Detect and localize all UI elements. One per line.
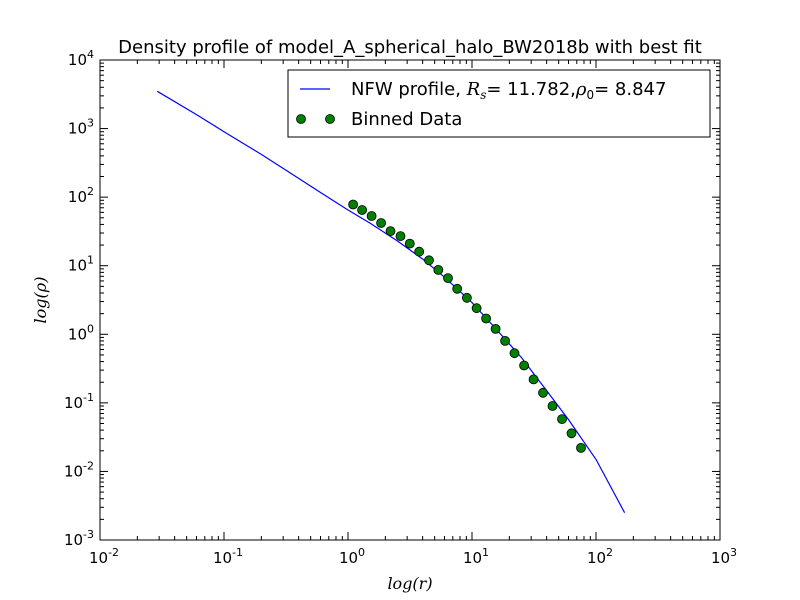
legend-marker-swatch: [296, 114, 306, 124]
tick-label: 102: [68, 185, 94, 206]
data-point-binned: [461, 292, 472, 303]
data-point-binned: [348, 199, 359, 210]
data-point-binned: [509, 348, 520, 359]
axes-frame: [99, 59, 721, 541]
data-point-binned: [471, 303, 482, 314]
tick-label: 101: [68, 254, 94, 275]
data-point-binned: [414, 246, 425, 257]
y-axis-label: log(ρ): [31, 277, 50, 324]
tick-label: 10-1: [213, 546, 243, 567]
data-point-binned: [424, 255, 434, 266]
legend-box: [287, 69, 711, 138]
chart-title: Density profile of model_A_spherical_hal…: [118, 37, 702, 58]
data-point-binned: [366, 211, 377, 221]
plot-area: 10-2 10-1 100 101 102 10310-310-210-110010110…: [64, 48, 737, 567]
x-axis-label-text: log(r): [387, 574, 432, 593]
data-point-binned: [557, 414, 567, 425]
data-point-binned: [404, 238, 415, 249]
legend-entry-nfw: NFW profile, Rs= 11.782,ρ0= 8.847: [351, 79, 666, 102]
tick-label: 102: [587, 546, 613, 567]
data-point-binned: [538, 387, 548, 398]
data-point-binned: [490, 323, 501, 334]
axis-ticks: 10-2 10-1 100 101 102 10310-310-210-110010110…: [64, 48, 737, 567]
data-point-binned: [500, 335, 511, 346]
data-point-binned: [385, 226, 396, 237]
data-point-binned: [566, 428, 577, 439]
data-point-binned: [443, 273, 453, 284]
data-point-binned: [576, 442, 586, 453]
tick-label: 10-1: [64, 391, 94, 412]
data-point-binned: [519, 360, 529, 371]
tick-label: 100: [68, 322, 94, 343]
tick-label: 101: [463, 546, 489, 567]
tick-label: 103: [68, 117, 94, 138]
data-point-binned: [357, 205, 368, 215]
data-point-binned: [433, 264, 444, 275]
data-point-binned: [376, 218, 387, 228]
tick-label: 10-2: [64, 459, 94, 480]
data-point-binned: [452, 283, 463, 294]
y-axis-label-text: log(ρ): [31, 277, 50, 324]
series-line-nfw-profile: [156, 90, 626, 513]
tick-label: 10-3: [64, 528, 94, 549]
data-point-binned: [547, 401, 558, 411]
data-point-binned: [395, 231, 406, 242]
data-point-binned: [481, 313, 492, 324]
legend: NFW profile, Rs= 11.782,ρ0= 8.847 Binned…: [287, 69, 711, 138]
x-axis-label: log(r): [387, 574, 432, 593]
data-point-binned: [528, 374, 539, 385]
tick-label: 104: [68, 48, 94, 69]
tick-label: 100: [339, 546, 365, 567]
tick-label: 103: [711, 546, 737, 567]
legend-marker-swatch: [325, 114, 335, 124]
legend-entry-binned: Binned Data: [351, 109, 462, 130]
tick-label: 10-2: [89, 546, 119, 567]
